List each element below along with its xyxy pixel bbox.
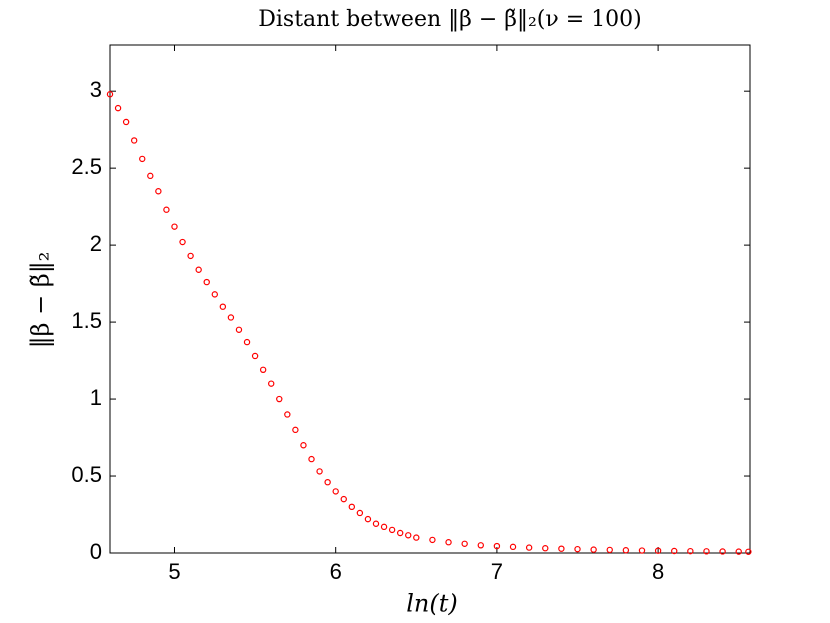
data-point (308, 455, 315, 463)
data-point (413, 534, 420, 541)
data-point (332, 488, 339, 495)
y-tick-label: 0 (90, 539, 102, 564)
data-point (276, 395, 283, 403)
data-point (606, 546, 613, 554)
data-point (324, 478, 331, 486)
data-point (340, 495, 347, 503)
data-point (745, 548, 752, 555)
y-tick-label: 2 (90, 231, 102, 256)
y-tick-label: 3 (90, 77, 102, 102)
x-tick-label: 6 (330, 559, 342, 584)
data-point (179, 238, 186, 246)
data-point (211, 291, 218, 298)
data-point (187, 252, 194, 260)
data-point (477, 542, 484, 549)
data-point (195, 266, 202, 273)
data-point (356, 509, 364, 517)
y-tick-label: 0.5 (71, 462, 102, 487)
data-point (122, 118, 130, 126)
data-point (284, 411, 291, 418)
data-point (292, 426, 299, 434)
data-point (687, 547, 694, 555)
data-point (130, 137, 138, 144)
data-point (163, 206, 170, 213)
y-axis-label: ‖β − β̃‖₂ (27, 252, 56, 349)
x-tick-label: 5 (168, 559, 180, 584)
data-point (461, 540, 468, 547)
data-point (300, 442, 307, 449)
data-point (147, 172, 154, 180)
data-point (671, 547, 678, 555)
data-point (429, 536, 436, 544)
data-point (654, 547, 662, 554)
data-point (558, 545, 565, 552)
data-point (316, 468, 323, 475)
data-point (719, 548, 726, 555)
y-tick-label: 1.5 (71, 308, 102, 333)
data-point (251, 352, 259, 360)
data-point (590, 546, 597, 553)
data-point (203, 278, 210, 286)
y-tick-label: 2.5 (71, 154, 102, 179)
data-point (348, 503, 356, 511)
data-point (622, 547, 630, 554)
data-point (525, 544, 533, 551)
data-point (139, 155, 146, 163)
data-point (268, 380, 275, 387)
chart-title: Distant between ‖β − β̃‖₂(ν = 100) (258, 7, 642, 32)
y-tick-label: 1 (90, 385, 102, 410)
data-point (106, 91, 114, 98)
data-point (493, 542, 501, 550)
data-point (171, 223, 178, 230)
data-point (388, 526, 396, 534)
plot-box (109, 44, 751, 554)
data-point (509, 543, 517, 551)
data-point (396, 529, 404, 537)
data-point (114, 104, 122, 112)
x-tick-label: 7 (491, 559, 503, 584)
data-point (219, 303, 227, 310)
data-point (638, 547, 646, 554)
data-point (372, 520, 380, 527)
data-point (155, 188, 162, 195)
data-point (235, 326, 243, 333)
data-point (405, 532, 412, 539)
data-point (542, 545, 549, 552)
data-point (445, 539, 452, 546)
x-axis-label: ln(t) (406, 590, 458, 618)
data-point (380, 523, 388, 531)
data-point (703, 548, 710, 555)
data-point (364, 515, 372, 523)
data-point (243, 338, 251, 346)
data-point (259, 366, 267, 374)
x-tick-label: 8 (652, 559, 664, 584)
data-point (735, 548, 742, 555)
data-point (574, 545, 581, 553)
data-point (227, 314, 235, 321)
